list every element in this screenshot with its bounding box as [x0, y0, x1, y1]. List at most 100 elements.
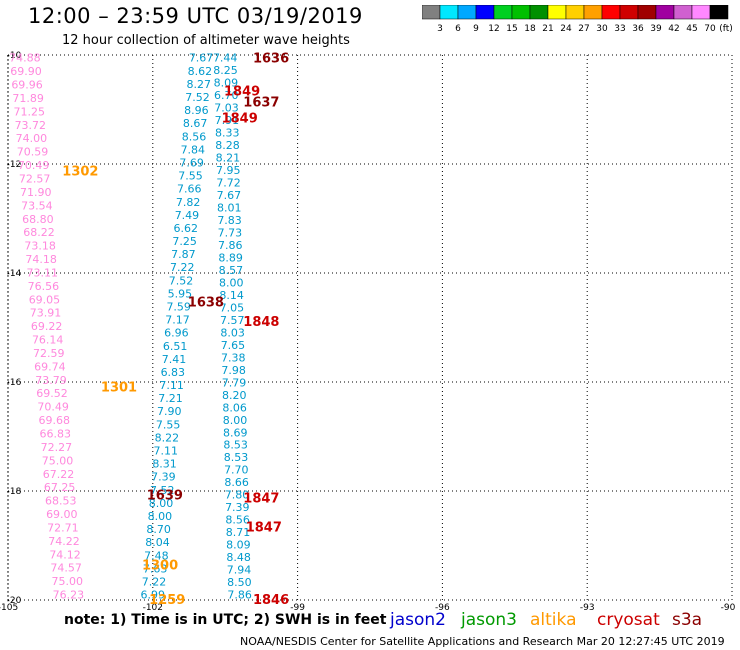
wave-height-value: 7.25 — [172, 235, 197, 248]
wave-height-value: 73.72 — [15, 119, 47, 132]
wave-height-value: 8.53 — [224, 451, 249, 464]
wave-height-value: 8.89 — [218, 251, 243, 264]
wave-height-value: 7.11 — [153, 445, 178, 458]
x-tick-label: -90 — [721, 603, 736, 610]
wave-height-value: 7.52 — [185, 91, 210, 104]
wave-height-value: 7.70 — [224, 464, 249, 477]
wave-height-value: 74.12 — [49, 548, 81, 561]
y-tick-label: -12 — [7, 160, 22, 170]
wave-height-value: 67.22 — [43, 468, 75, 481]
wave-height-value: 7.95 — [216, 164, 241, 177]
wave-height-value: 67.25 — [44, 481, 76, 494]
wave-height-value: 8.03 — [220, 326, 245, 339]
pass-time-label: 1847 — [243, 492, 279, 507]
wave-height-value: 7.57 — [220, 314, 245, 327]
wave-height-value: 7.86 — [218, 239, 243, 252]
wave-height-value: 73.11 — [27, 266, 59, 279]
wave-height-value: 7.39 — [225, 501, 250, 514]
y-tick-label: -18 — [7, 487, 22, 497]
wave-height-value: 7.39 — [151, 471, 176, 484]
wave-height-value: 7.91 — [215, 114, 240, 127]
wave-height-value: 6.96 — [164, 327, 189, 340]
wave-height-value: 68.80 — [22, 213, 54, 226]
wave-height-value: 7.98 — [221, 364, 246, 377]
color-scale-label: 42 — [668, 24, 679, 34]
color-scale-label: 27 — [578, 24, 589, 34]
y-tick-label: -10 — [7, 51, 22, 61]
wave-height-value: 7.66 — [177, 183, 202, 196]
wave-height-value: 74.22 — [48, 535, 80, 548]
wave-height-value: 7.11 — [159, 379, 184, 392]
pass-time-label: 1300 — [142, 559, 178, 574]
color-scale-label: 33 — [614, 24, 625, 34]
wave-height-value: 8.62 — [188, 65, 213, 78]
wave-height-value: 7.22 — [170, 261, 195, 274]
pass-time-label: 1847 — [246, 520, 282, 535]
wave-height-value: 7.90 — [157, 405, 182, 418]
wave-height-value: 8.50 — [227, 576, 252, 589]
wave-height-value: 69.96 — [11, 79, 43, 92]
wave-height-value: 6.70 — [214, 89, 239, 102]
wave-height-value: 7.49 — [175, 209, 200, 222]
wave-height-value: 8.09 — [226, 539, 251, 552]
color-scale-label: 36 — [632, 24, 644, 34]
wave-height-value: 7.21 — [158, 392, 183, 405]
wave-height-value: 73.54 — [21, 199, 53, 212]
wave-height-value: 72.57 — [19, 173, 51, 186]
color-swatch — [709, 5, 729, 20]
wave-height-value: 7.69 — [179, 156, 204, 169]
x-tick-label: -99 — [290, 603, 305, 610]
wave-height-value: 8.14 — [219, 289, 244, 302]
pass-time-label: 1639 — [147, 488, 183, 503]
color-scale-label: 18 — [524, 24, 536, 34]
credit-line: NOAA/NESDIS Center for Satellite Applica… — [240, 635, 725, 648]
wave-height-value: 6.62 — [174, 222, 199, 235]
wave-height-value: 72.71 — [47, 521, 79, 534]
pass-time-label: 1848 — [243, 315, 279, 330]
map-frame — [7, 54, 733, 601]
wave-height-value: 8.21 — [216, 152, 241, 165]
wave-height-value: 7.03 — [214, 102, 239, 115]
color-scale-label: 3 — [437, 24, 443, 34]
wave-height-value: 8.04 — [145, 536, 170, 549]
wave-height-value: 6.83 — [161, 366, 186, 379]
wave-height-value: 7.22 — [142, 575, 167, 588]
wave-height-value: 74.88 — [9, 52, 41, 65]
y-tick-label: -16 — [7, 378, 22, 388]
wave-height-value: 70.49 — [18, 159, 50, 172]
pass-time-label: 1849 — [224, 84, 260, 99]
wave-height-value: 7.67 — [217, 189, 242, 202]
wave-height-value: 69.05 — [29, 293, 61, 306]
satellite-legend-item: cryosat — [597, 610, 660, 630]
color-scale-label: 9 — [473, 24, 479, 34]
wave-height-value: 8.00 — [219, 276, 244, 289]
wave-height-value: 71.25 — [13, 105, 45, 118]
wave-height-value: 8.06 — [222, 401, 247, 414]
wave-height-value: 7.94 — [227, 564, 252, 577]
map-title: 12:00 – 23:59 UTC 03/19/2019 — [28, 4, 363, 28]
wave-height-value: 72.59 — [33, 347, 65, 360]
color-scale-label: 21 — [542, 24, 553, 34]
wave-height-value: 74.18 — [25, 253, 57, 266]
wave-height-value: 8.00 — [223, 414, 248, 427]
color-scale-label: 24 — [560, 24, 572, 34]
wave-height-value: 8.01 — [217, 202, 242, 215]
pass-time-label: 1637 — [243, 95, 279, 110]
wave-height-value: 7.80 — [225, 489, 250, 502]
y-tick-label: -20 — [7, 596, 22, 606]
wave-height-value: 71.89 — [12, 92, 44, 105]
x-tick-label: -93 — [580, 603, 595, 610]
wave-height-value: 7.73 — [218, 227, 243, 240]
map-subtitle: 12 hour collection of altimeter wave hei… — [62, 33, 350, 48]
wave-height-value: 73.18 — [24, 240, 56, 253]
satellite-legend-item: jason2 — [390, 610, 446, 630]
color-scale-label: 39 — [650, 24, 662, 34]
color-scale-label: 12 — [488, 24, 499, 34]
wave-height-value: 8.67 — [183, 117, 208, 130]
wave-height-value: 7.65 — [221, 339, 246, 352]
satellite-legend-item: jason3 — [461, 610, 517, 630]
wave-height-value: 74.00 — [16, 132, 48, 145]
wave-height-value: 75.00 — [51, 575, 83, 588]
wave-height-value: 7.87 — [171, 248, 196, 261]
color-scale-legend: 3 6 9 12 15 18 21 24 27 30 33 36 39 42 45 70 (ft) — [422, 5, 732, 34]
